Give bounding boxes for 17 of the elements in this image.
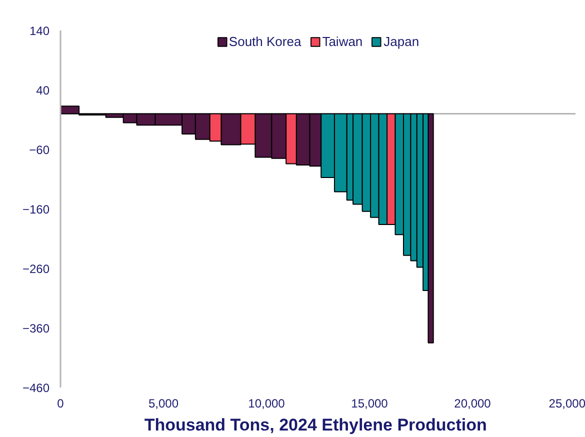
x-tick-label: 0 (57, 396, 64, 410)
x-tick-label: 15,000 (351, 396, 388, 410)
y-tick-label: −160 (22, 202, 50, 216)
x-axis-title: Thousand Tons, 2024 Ethylene Production (144, 416, 487, 434)
legend-label: Japan (384, 34, 420, 49)
y-tick-label: 140 (29, 24, 50, 38)
y-tick-label: −360 (22, 322, 50, 336)
legend-label: Taiwan (322, 34, 363, 49)
y-tick-label: 40 (36, 84, 50, 98)
y-tick-label: −460 (22, 381, 50, 395)
x-tick-label: 25,000 (548, 396, 585, 410)
x-tick-label: 10,000 (248, 396, 286, 410)
legend-label: South Korea (228, 34, 302, 49)
y-tick-label: −60 (29, 143, 50, 157)
x-tick-label: 5,000 (148, 396, 179, 410)
x-tick-label: 20,000 (454, 396, 492, 410)
y-tick-label: −260 (22, 262, 50, 276)
